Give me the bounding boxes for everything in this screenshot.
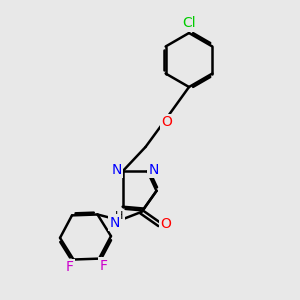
Text: F: F <box>66 260 74 274</box>
Text: N: N <box>109 216 120 230</box>
Text: Cl: Cl <box>182 16 196 30</box>
Text: N: N <box>148 163 159 177</box>
Text: N: N <box>111 163 122 177</box>
Text: F: F <box>100 259 107 273</box>
Text: O: O <box>161 115 172 129</box>
Text: O: O <box>161 218 172 232</box>
Text: H: H <box>115 211 124 221</box>
